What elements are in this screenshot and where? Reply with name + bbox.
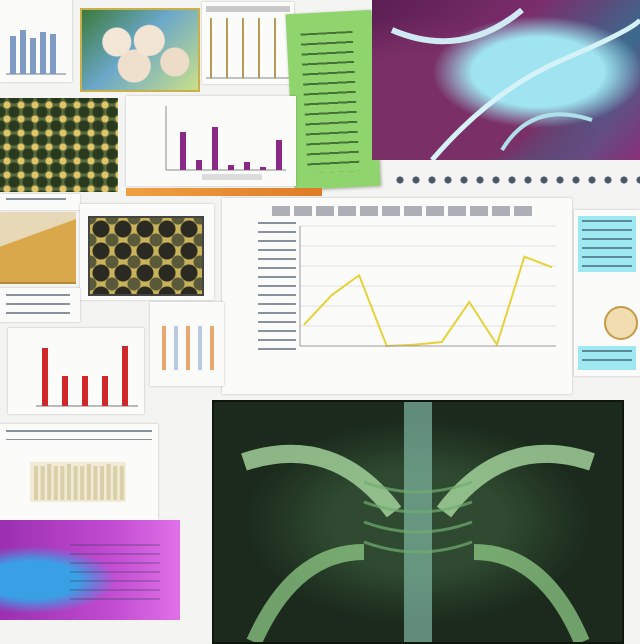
top-table — [206, 6, 290, 79]
bar — [102, 376, 108, 406]
bar — [60, 466, 65, 500]
tissue-sample-image — [0, 98, 118, 192]
bar — [82, 376, 88, 406]
bar — [244, 162, 250, 170]
bar — [276, 140, 282, 170]
bar — [34, 466, 38, 500]
anatomy-illustration — [212, 400, 624, 644]
skeleton-lines — [241, 402, 595, 642]
icon-row — [392, 168, 640, 192]
bar — [100, 466, 104, 500]
cells-grid-card — [80, 204, 214, 300]
cells-grid-image — [88, 216, 204, 296]
green-sticky-note — [285, 9, 381, 191]
bar — [53, 466, 58, 500]
bar — [42, 348, 48, 406]
bar — [20, 30, 26, 74]
bar — [180, 132, 186, 170]
bar — [50, 34, 56, 74]
bar — [228, 165, 234, 170]
bar — [10, 36, 16, 74]
bar — [40, 466, 45, 500]
purple-bar-chart-card — [126, 96, 296, 186]
bar — [260, 167, 266, 170]
bar — [212, 127, 218, 170]
line-series — [303, 255, 553, 348]
bar — [196, 160, 202, 170]
sediment-image — [0, 212, 76, 284]
top-table-card — [202, 2, 294, 84]
annotation-panel — [574, 210, 640, 376]
pencil-strip — [126, 188, 322, 196]
line-chart-card — [222, 198, 572, 394]
y-axis-labels — [258, 222, 296, 350]
left-text-card — [0, 288, 80, 322]
bar — [40, 32, 46, 74]
small-note-card — [0, 194, 80, 210]
note-text-lines — [300, 30, 360, 174]
red-bar-chart — [36, 346, 138, 407]
organ-illustration — [0, 520, 180, 620]
line-chart — [299, 225, 556, 348]
chart-title — [272, 206, 532, 216]
blue-bar-chart-card — [0, 0, 72, 82]
bar — [113, 466, 118, 500]
bar — [80, 466, 85, 500]
purple-bar-chart — [165, 106, 286, 180]
blue-bar-chart — [6, 30, 66, 75]
bar — [73, 466, 78, 500]
thumbnail-strip — [150, 302, 224, 386]
vessel-lines — [390, 7, 640, 160]
bar — [119, 466, 124, 500]
bar — [122, 346, 128, 406]
bar — [86, 464, 91, 500]
bar — [93, 466, 98, 500]
bar — [67, 464, 71, 500]
bottom-left-table-card — [0, 424, 158, 520]
bar — [47, 464, 52, 500]
beige-bar-chart — [30, 462, 126, 502]
red-bar-chart-card — [8, 328, 144, 414]
logo-icon — [604, 306, 638, 340]
bar — [30, 38, 36, 74]
bar — [106, 464, 111, 500]
cell-micrograph-image — [80, 8, 200, 92]
vascular-illustration — [372, 0, 640, 160]
bar — [62, 376, 68, 406]
